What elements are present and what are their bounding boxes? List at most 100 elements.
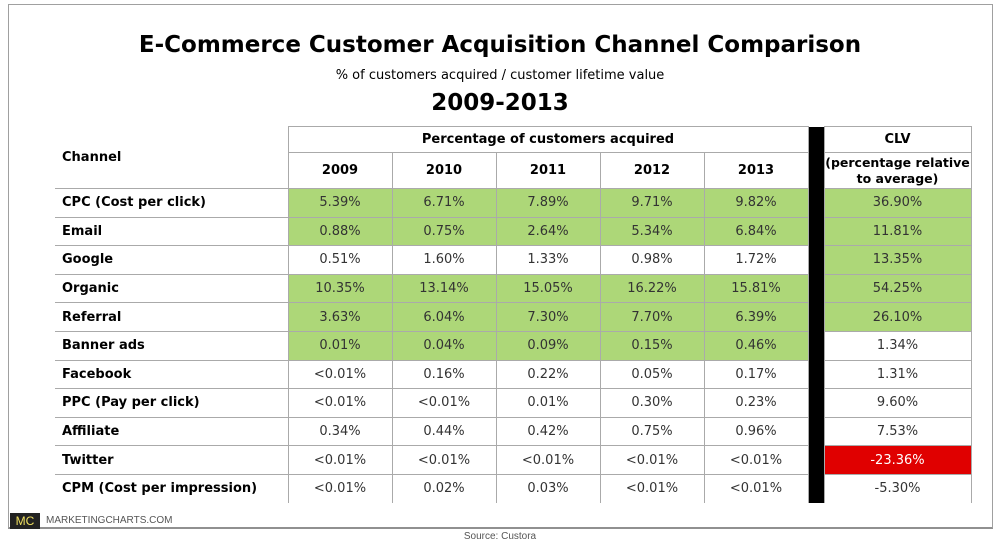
- value-cell-2010: 13.14%: [391, 273, 497, 303]
- value-cell-2013: 0.17%: [703, 359, 809, 389]
- table-row: CPM (Cost per impression) <0.01% 0.02% 0.03…: [55, 473, 972, 503]
- value-cell-2012: <0.01%: [599, 473, 705, 503]
- channel-cell: PPC (Pay per click): [55, 388, 288, 418]
- table-row: Twitter <0.01% <0.01% <0.01% <0.01% <0.01% -23…: [55, 445, 972, 475]
- value-cell-2013: 0.46%: [703, 330, 809, 361]
- year-header-2013: 2013: [703, 152, 809, 189]
- clv-subheader: (percentage relative to average): [823, 152, 972, 189]
- chart-title: E-Commerce Customer Acquisition Channel …: [138, 32, 862, 58]
- table-row: Google 0.51% 1.60% 1.33% 0.98% 1.72% 13.35%: [55, 245, 972, 275]
- value-cell-2011: <0.01%: [495, 445, 601, 475]
- clv-cell: 26.10%: [823, 302, 972, 332]
- separator: [808, 188, 824, 218]
- channel-cell: CPM (Cost per impression): [55, 473, 288, 503]
- value-cell-2013: 15.81%: [703, 273, 809, 303]
- table-row: Email 0.88% 0.75% 2.64% 5.34% 6.84% 11.81%: [55, 216, 972, 246]
- value-cell-2010: 0.02%: [391, 473, 497, 503]
- value-cell-2012: 7.70%: [599, 302, 705, 332]
- channel-cell: Google: [55, 245, 288, 275]
- value-cell-2013: 1.72%: [703, 245, 809, 275]
- value-cell-2010: 1.60%: [391, 245, 497, 275]
- value-cell-2012: <0.01%: [599, 445, 705, 475]
- clv-cell: -23.36%: [823, 445, 972, 475]
- year-header-2009: 2009: [287, 152, 393, 189]
- value-cell-2009: <0.01%: [287, 388, 393, 418]
- separator: [808, 388, 824, 418]
- separator: [808, 217, 824, 246]
- value-cell-2012: 5.34%: [599, 216, 705, 246]
- clv-cell: 7.53%: [823, 416, 972, 446]
- clv-cell: 36.90%: [823, 188, 972, 218]
- value-cell-2011: 0.22%: [495, 359, 601, 389]
- value-cell-2011: 2.64%: [495, 216, 601, 246]
- value-cell-2011: 0.01%: [495, 388, 601, 418]
- value-cell-2013: <0.01%: [703, 445, 809, 475]
- value-cell-2009: 0.88%: [287, 216, 393, 246]
- data-table: Channel Percentage of customers acquired…: [55, 126, 972, 503]
- channel-cell: Email: [55, 216, 288, 246]
- value-cell-2011: 0.03%: [495, 473, 601, 503]
- clv-cell: 13.35%: [823, 245, 972, 275]
- separator: [808, 331, 824, 361]
- value-cell-2013: 9.82%: [703, 188, 809, 218]
- table-row: CPC (Cost per click) 5.39% 6.71% 7.89% 9.71%…: [55, 188, 972, 218]
- separator: [808, 445, 824, 475]
- group-header: Percentage of customers acquired: [287, 126, 809, 153]
- value-cell-2012: 16.22%: [599, 273, 705, 303]
- table-row: Organic 10.35% 13.14% 15.05% 16.22% 15.81% 54.…: [55, 273, 972, 303]
- value-cell-2011: 0.09%: [495, 330, 601, 361]
- separator: [808, 302, 824, 332]
- value-cell-2011: 15.05%: [495, 273, 601, 303]
- separator: [808, 417, 824, 446]
- separator: [808, 474, 824, 503]
- value-cell-2010: 0.75%: [391, 216, 497, 246]
- year-header-2012: 2012: [599, 152, 705, 189]
- value-cell-2011: 1.33%: [495, 245, 601, 275]
- separator: [808, 274, 824, 303]
- value-cell-2012: 0.30%: [599, 388, 705, 418]
- value-cell-2012: 0.15%: [599, 330, 705, 361]
- value-cell-2013: 0.96%: [703, 416, 809, 446]
- value-cell-2009: <0.01%: [287, 473, 393, 503]
- channel-cell: Facebook: [55, 359, 288, 389]
- value-cell-2010: 0.04%: [391, 330, 497, 361]
- clv-cell: -5.30%: [823, 473, 972, 503]
- value-cell-2010: 6.71%: [391, 188, 497, 218]
- brand-text: MARKETINGCHARTS.COM: [46, 515, 173, 526]
- value-cell-2010: 0.16%: [391, 359, 497, 389]
- source-text: Source: Custora: [463, 531, 537, 542]
- value-cell-2013: 6.39%: [703, 302, 809, 332]
- clv-cell: 9.60%: [823, 388, 972, 418]
- value-cell-2010: <0.01%: [391, 445, 497, 475]
- value-cell-2009: <0.01%: [287, 359, 393, 389]
- value-cell-2009: <0.01%: [287, 445, 393, 475]
- value-cell-2012: 0.05%: [599, 359, 705, 389]
- clv-cell: 1.31%: [823, 359, 972, 389]
- chart-period: 2009-2013: [431, 90, 569, 116]
- table-row: Referral 3.63% 6.04% 7.30% 7.70% 6.39% 26.10%: [55, 302, 972, 332]
- separator: [808, 245, 824, 275]
- chart-subtitle: % of customers acquired / customer lifet…: [335, 68, 665, 83]
- clv-cell: 11.81%: [823, 216, 972, 246]
- value-cell-2009: 10.35%: [287, 273, 393, 303]
- channel-header: Channel: [62, 149, 122, 165]
- table-row: Facebook <0.01% 0.16% 0.22% 0.05% 0.17% 1.31%: [55, 359, 972, 389]
- channel-cell: Organic: [55, 273, 288, 303]
- clv-cell: 1.34%: [823, 330, 972, 361]
- value-cell-2009: 0.51%: [287, 245, 393, 275]
- value-cell-2010: 6.04%: [391, 302, 497, 332]
- clv-cell: 54.25%: [823, 273, 972, 303]
- value-cell-2010: <0.01%: [391, 388, 497, 418]
- channel-cell: Affiliate: [55, 416, 288, 446]
- marketingcharts-logo: MC: [10, 513, 40, 529]
- channel-cell: Referral: [55, 302, 288, 332]
- year-header-2010: 2010: [391, 152, 497, 189]
- value-cell-2013: <0.01%: [703, 473, 809, 503]
- value-cell-2009: 5.39%: [287, 188, 393, 218]
- value-cell-2009: 0.01%: [287, 330, 393, 361]
- value-cell-2011: 7.89%: [495, 188, 601, 218]
- value-cell-2011: 0.42%: [495, 416, 601, 446]
- table-row: Banner ads 0.01% 0.04% 0.09% 0.15% 0.46% 1.34%: [55, 330, 972, 361]
- year-header-2011: 2011: [495, 152, 601, 189]
- clv-header: CLV: [823, 126, 972, 153]
